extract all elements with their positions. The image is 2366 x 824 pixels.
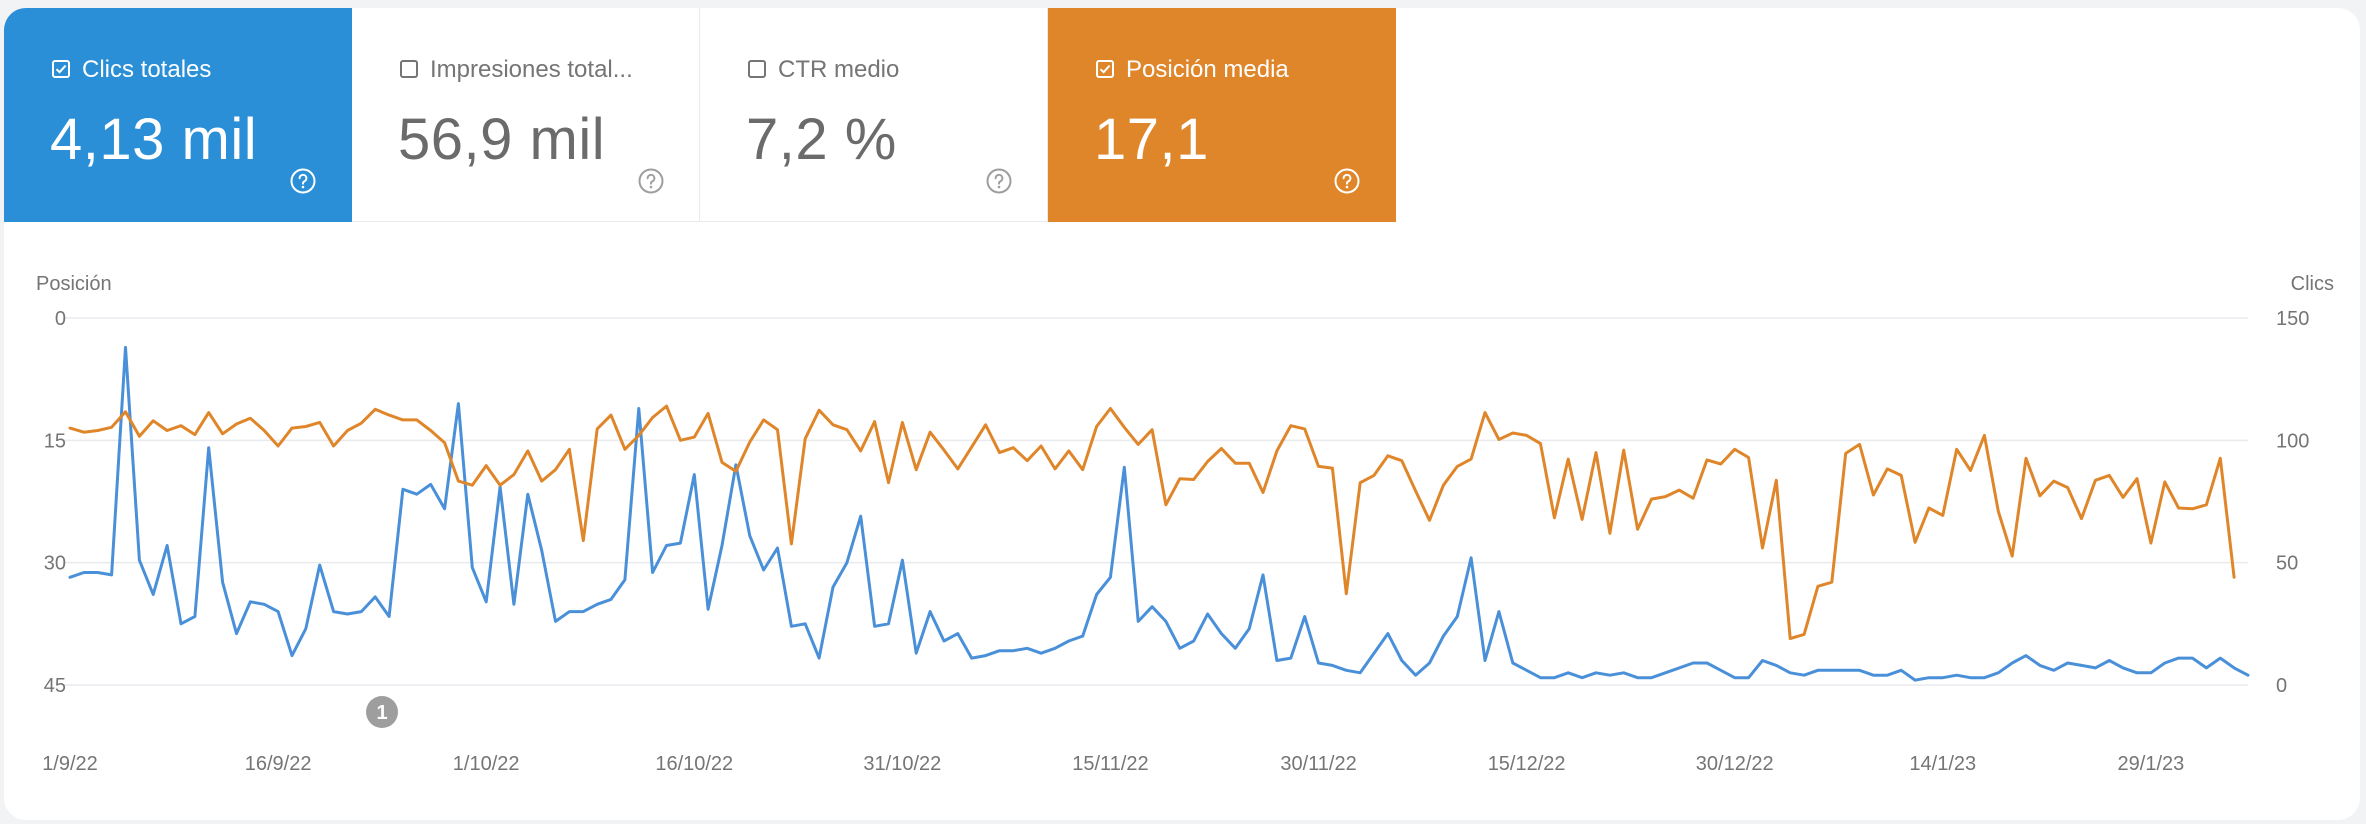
annotation-badge[interactable] <box>366 696 398 728</box>
help-icon[interactable] <box>1333 167 1361 195</box>
help-icon[interactable] <box>289 167 317 195</box>
metric-label: Posición media <box>1126 56 1289 83</box>
left-axis-tick-label: 0 <box>55 308 66 330</box>
performance-panel: Clics totales 4,13 mil Impresiones total… <box>4 8 2360 820</box>
annotation-marker[interactable]: 1 <box>366 696 398 728</box>
left-axis-tick-label: 45 <box>44 675 66 697</box>
performance-chart: Posición Clics 0 15 30 45 150 100 50 0 1/9/22 1… <box>36 273 2334 775</box>
metric-tile-impressions[interactable]: Impresiones total... 56,9 mil <box>352 8 700 222</box>
checkbox-unchecked-icon[interactable] <box>400 60 418 78</box>
left-axis-title: Posición <box>36 273 112 295</box>
x-axis-tick-label: 1/9/22 <box>42 753 98 775</box>
x-axis-tick-label: 31/10/22 <box>863 753 941 775</box>
metric-label: Clics totales <box>82 56 212 83</box>
metric-label: CTR medio <box>778 56 900 83</box>
help-icon[interactable] <box>985 167 1013 195</box>
x-axis-tick-label: 1/10/22 <box>453 753 520 775</box>
annotation-label: 1 <box>376 702 387 724</box>
x-axis-tick-label: 30/11/22 <box>1280 753 1356 775</box>
right-axis-tick-label: 50 <box>2276 553 2298 575</box>
right-axis-tick-label: 150 <box>2276 308 2309 330</box>
left-axis-tick-label: 15 <box>44 430 66 452</box>
x-axis-tick-label: 30/12/22 <box>1696 753 1774 775</box>
x-axis-tick-label: 15/11/22 <box>1072 753 1148 775</box>
x-axis-tick-label: 29/1/23 <box>2118 753 2185 775</box>
checkbox-checked-icon[interactable] <box>52 60 70 78</box>
metric-tile-ctr[interactable]: CTR medio 7,2 % <box>700 8 1048 222</box>
metric-label: Impresiones total... <box>430 56 633 83</box>
right-axis-tick-label: 100 <box>2276 430 2309 452</box>
metric-tiles: Clics totales 4,13 mil Impresiones total… <box>4 8 1396 222</box>
metric-value: 56,9 mil <box>398 107 606 172</box>
x-axis-tick-label: 16/10/22 <box>655 753 733 775</box>
x-axis-tick-label: 15/12/22 <box>1488 753 1566 775</box>
metric-tile-clicks[interactable]: Clics totales 4,13 mil <box>4 8 352 222</box>
metric-value: 7,2 % <box>746 107 897 172</box>
right-axis-tick-label: 0 <box>2276 675 2287 697</box>
x-axis-tick-label: 16/9/22 <box>245 753 312 775</box>
checkbox-checked-icon[interactable] <box>1096 60 1114 78</box>
series-line-clicks <box>68 345 2250 682</box>
left-axis-tick-label: 30 <box>44 553 66 575</box>
right-axis-title: Clics <box>2291 273 2334 295</box>
metric-value: 4,13 mil <box>50 107 258 172</box>
help-icon[interactable] <box>637 167 665 195</box>
checkbox-unchecked-icon[interactable] <box>748 60 766 78</box>
x-axis-tick-label: 14/1/23 <box>1909 753 1976 775</box>
metric-value: 17,1 <box>1094 107 1209 172</box>
metric-tile-position[interactable]: Posición media 17,1 <box>1048 8 1396 222</box>
series-line-position <box>68 404 2236 640</box>
